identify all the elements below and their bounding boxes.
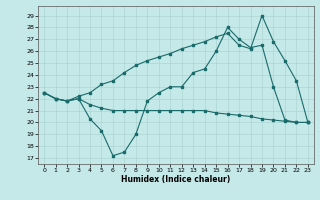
X-axis label: Humidex (Indice chaleur): Humidex (Indice chaleur) <box>121 175 231 184</box>
